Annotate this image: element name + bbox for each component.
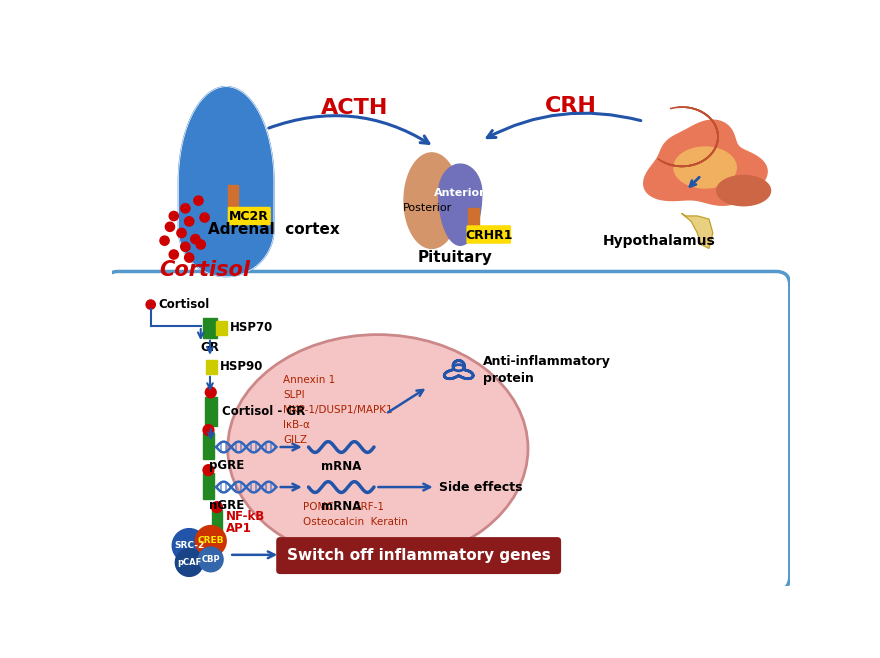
Text: NF-kB: NF-kB xyxy=(226,510,266,523)
Circle shape xyxy=(185,216,194,226)
Text: HSP70: HSP70 xyxy=(230,321,274,334)
Text: HSP90: HSP90 xyxy=(220,361,263,374)
Bar xyxy=(204,397,216,426)
Text: SRC-2: SRC-2 xyxy=(174,541,204,550)
Bar xyxy=(228,185,238,209)
Text: Pituitary: Pituitary xyxy=(417,250,492,265)
Text: Anti-inflammatory
protein: Anti-inflammatory protein xyxy=(483,355,612,385)
Text: AP1: AP1 xyxy=(226,522,252,535)
Circle shape xyxy=(205,387,216,397)
Circle shape xyxy=(203,424,214,436)
Circle shape xyxy=(180,242,190,251)
Text: Anterior: Anterior xyxy=(435,188,486,198)
Bar xyxy=(212,510,223,535)
Text: ACTH: ACTH xyxy=(321,98,388,118)
Text: pGRE: pGRE xyxy=(209,459,244,472)
Bar xyxy=(206,360,216,374)
Text: Cortisol: Cortisol xyxy=(158,298,209,311)
Polygon shape xyxy=(716,176,771,206)
Bar xyxy=(203,318,216,338)
Circle shape xyxy=(203,465,214,476)
Circle shape xyxy=(199,547,224,572)
Text: Posterior: Posterior xyxy=(403,203,452,213)
Text: MC2R: MC2R xyxy=(230,211,269,223)
Text: mRNA: mRNA xyxy=(320,460,361,473)
Bar xyxy=(468,209,479,228)
Polygon shape xyxy=(674,147,737,188)
Circle shape xyxy=(195,526,226,557)
Text: Adrenal  cortex: Adrenal cortex xyxy=(208,222,340,237)
Text: nGRE: nGRE xyxy=(209,499,244,513)
Polygon shape xyxy=(404,153,459,248)
Polygon shape xyxy=(643,120,767,205)
Text: POMC      CRF-1
Osteocalcin  Keratin: POMC CRF-1 Osteocalcin Keratin xyxy=(303,503,408,527)
Text: Cortisol - GR: Cortisol - GR xyxy=(222,405,304,418)
Circle shape xyxy=(160,236,169,245)
Text: Annexin 1
SLPI
MKP-1/DUSP1/MAPK1
IκB-α
GILZ: Annexin 1 SLPI MKP-1/DUSP1/MAPK1 IκB-α G… xyxy=(283,376,392,445)
Text: mRNA: mRNA xyxy=(320,500,361,513)
Circle shape xyxy=(165,222,174,232)
Text: CBP: CBP xyxy=(202,555,220,564)
Circle shape xyxy=(175,549,203,576)
Circle shape xyxy=(169,250,179,259)
Circle shape xyxy=(196,240,205,249)
Bar xyxy=(203,473,214,499)
Text: Switch off inflammatory genes: Switch off inflammatory genes xyxy=(287,548,551,563)
Circle shape xyxy=(169,211,179,220)
FancyArrowPatch shape xyxy=(488,113,641,138)
Text: GR: GR xyxy=(201,341,219,354)
Circle shape xyxy=(180,204,190,213)
FancyBboxPatch shape xyxy=(276,537,561,574)
Circle shape xyxy=(191,234,200,243)
FancyArrowPatch shape xyxy=(268,116,429,143)
Circle shape xyxy=(200,213,209,222)
Text: CRHR1: CRHR1 xyxy=(465,229,512,241)
Polygon shape xyxy=(682,214,713,248)
Ellipse shape xyxy=(228,335,528,563)
FancyBboxPatch shape xyxy=(466,225,511,243)
FancyBboxPatch shape xyxy=(105,272,790,590)
Circle shape xyxy=(194,196,203,205)
FancyBboxPatch shape xyxy=(228,207,271,225)
Text: CREB: CREB xyxy=(197,536,224,545)
Polygon shape xyxy=(179,87,274,276)
Circle shape xyxy=(211,501,223,513)
Text: CRH: CRH xyxy=(545,96,597,116)
Circle shape xyxy=(177,228,187,238)
Bar xyxy=(216,320,227,335)
Text: Hypothalamus: Hypothalamus xyxy=(603,234,715,247)
Bar xyxy=(203,433,214,459)
Circle shape xyxy=(172,528,206,563)
Polygon shape xyxy=(439,164,482,245)
Text: Cortisol: Cortisol xyxy=(159,260,250,280)
Circle shape xyxy=(146,300,156,309)
Text: Side effects: Side effects xyxy=(439,480,523,494)
Circle shape xyxy=(185,253,194,263)
Text: pCAF: pCAF xyxy=(177,558,202,567)
